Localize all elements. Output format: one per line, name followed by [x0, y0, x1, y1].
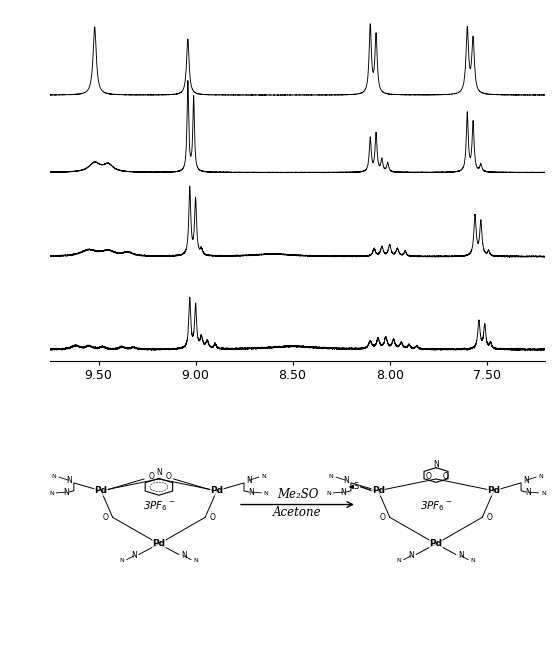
Text: O: O — [166, 472, 172, 481]
Text: Pd: Pd — [95, 487, 107, 495]
Text: Pd: Pd — [488, 487, 500, 495]
Text: N: N — [193, 559, 198, 563]
Text: N: N — [409, 551, 414, 560]
Text: Pd: Pd — [210, 487, 224, 495]
Text: N: N — [264, 491, 269, 496]
Text: N: N — [131, 551, 137, 560]
Text: N: N — [326, 491, 331, 496]
Text: 3PF$_6$$^-$: 3PF$_6$$^-$ — [142, 499, 175, 513]
Text: N: N — [246, 475, 252, 485]
Text: Pd: Pd — [430, 540, 443, 548]
Text: Me₂SO: Me₂SO — [277, 487, 318, 500]
Text: 3PF$_6$$^-$: 3PF$_6$$^-$ — [420, 499, 453, 513]
Text: S: S — [353, 483, 359, 491]
Text: N: N — [63, 488, 70, 496]
Text: N: N — [329, 474, 334, 479]
Text: O: O — [210, 513, 216, 522]
Text: N: N — [66, 475, 72, 485]
Text: O: O — [379, 513, 385, 522]
Text: O: O — [148, 472, 155, 481]
Text: N: N — [52, 474, 56, 479]
Text: N: N — [181, 551, 186, 560]
Text: N: N — [539, 474, 543, 479]
Text: N: N — [156, 468, 162, 477]
Text: Acetone: Acetone — [273, 506, 322, 519]
Text: Pd: Pd — [152, 540, 165, 548]
Text: O: O — [443, 472, 449, 481]
Text: N: N — [523, 475, 529, 485]
Text: N: N — [458, 551, 464, 560]
Text: O: O — [486, 513, 493, 522]
Text: N: N — [525, 488, 532, 496]
Text: N: N — [396, 559, 401, 563]
Text: N: N — [343, 475, 349, 485]
Text: Pd: Pd — [371, 487, 385, 495]
Text: N: N — [261, 474, 266, 479]
Text: N: N — [341, 488, 346, 496]
Text: N: N — [433, 460, 439, 468]
Text: N: N — [471, 559, 475, 563]
Text: N: N — [249, 488, 254, 496]
Text: O: O — [102, 513, 108, 522]
Text: N: N — [120, 559, 124, 563]
Text: N: N — [541, 491, 546, 496]
Text: O: O — [426, 472, 431, 481]
Text: N: N — [49, 491, 54, 496]
